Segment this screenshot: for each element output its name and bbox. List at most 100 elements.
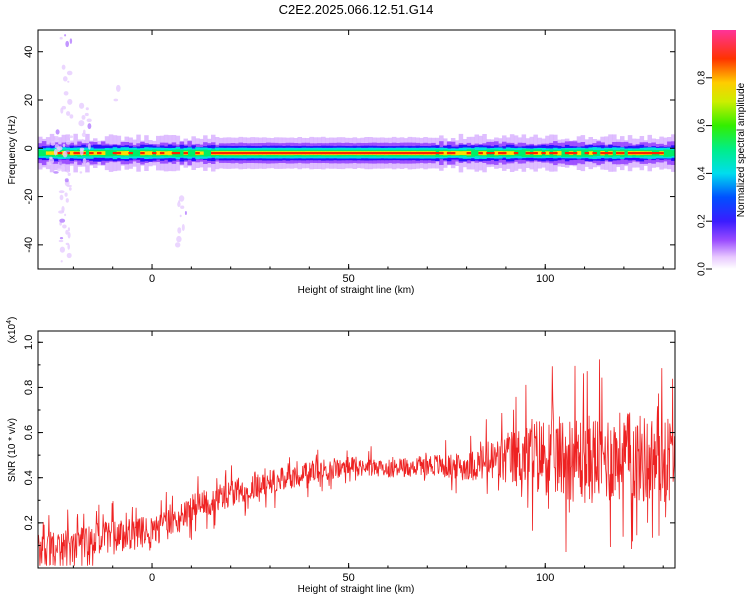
spectrogram-cell [352, 152, 358, 155]
spectrogram-cell [470, 149, 475, 157]
spectrogram-cell [659, 152, 664, 155]
spectrogram-cell [388, 152, 393, 155]
spectrogram-cell [277, 152, 283, 155]
snr-frame [37, 330, 676, 569]
spectrogram-noise [59, 160, 62, 166]
spectrogram-noise [59, 194, 64, 201]
colorbar: 0.0 0.2 0.4 0.6 0.8 Normalized spectral ampl… [697, 30, 747, 276]
spectrogram-cell [313, 152, 318, 155]
colorbar-gradient [712, 30, 736, 269]
spectrogram-y-tick-label: -20 [23, 189, 35, 205]
spectrogram-noise [62, 143, 66, 148]
spectrogram-cell [553, 152, 558, 155]
spectrogram-cell [364, 152, 369, 155]
spectrogram-cell [340, 152, 346, 155]
spectrogram-cell [203, 149, 208, 157]
spectrogram-noise [178, 200, 181, 203]
spectrogram-noise [67, 172, 71, 176]
spectrogram-cell [454, 151, 460, 156]
spectrogram-cell [616, 152, 621, 155]
spectrogram-cell [423, 152, 428, 155]
spectrogram-noise [81, 138, 84, 143]
spectrogram-cell [214, 152, 220, 155]
spectrogram-noise [65, 150, 70, 153]
spectrogram-noise [67, 80, 70, 83]
spectrogram-cell [443, 151, 448, 156]
spectrogram-noise [79, 102, 85, 109]
spectrogram-cell [336, 152, 342, 155]
snr-x-label: Height of straight line (km) [298, 584, 415, 595]
spectrogram-noise [79, 147, 85, 151]
spectrogram-noise [66, 252, 72, 259]
spectrogram-cell [663, 149, 668, 157]
spectrogram-cell [391, 152, 397, 155]
spectrogram-y-tick-label: -40 [23, 237, 35, 253]
spectrogram-y-tick-label: 0 [23, 145, 35, 151]
spectrogram-cell [41, 150, 47, 157]
spectrogram-cell [187, 149, 192, 157]
spectrogram-noise [88, 143, 91, 150]
spectrogram-cell [159, 152, 165, 155]
spectrogram-cell [450, 152, 456, 155]
spectrogram-cell [521, 149, 527, 157]
spectrogram-cell [285, 152, 291, 155]
spectrogram-noise [82, 158, 87, 164]
spectrogram-cell [600, 152, 605, 155]
spectrogram-noise [177, 201, 181, 208]
spectrogram-cell [631, 152, 637, 155]
spectrogram-noise [58, 190, 65, 194]
spectrogram-noise [67, 227, 70, 232]
snr-axes: 0 50 100 0.2 0.4 0.6 0.8 1.0 [23, 331, 675, 584]
snr-multiplier-exp: 4 [6, 320, 13, 324]
figure-title: C2E2.2025.066.12.51.G14 [279, 2, 434, 17]
spectrogram-cell [435, 152, 440, 155]
spectrogram-cell [148, 151, 153, 156]
spectrogram-cell [234, 152, 240, 155]
spectrogram-cell [128, 152, 133, 155]
spectrogram-noise [67, 98, 73, 105]
spectrogram-cell [643, 152, 648, 155]
snr-y-tick-label: 0.8 [23, 380, 35, 395]
spectrogram-cell [171, 152, 177, 155]
spectrogram-cell [108, 149, 114, 157]
spectrogram-cell [541, 152, 546, 155]
spectrogram-cell [580, 149, 586, 157]
spectrogram-cell [509, 151, 515, 155]
spectrogram-noise [54, 144, 59, 149]
spectrogram-noise [65, 140, 71, 145]
spectrogram-cell [258, 152, 263, 155]
spectrogram-cell [195, 152, 200, 155]
spectrogram-cell [97, 152, 102, 155]
spectrogram-cell [329, 152, 334, 155]
spectrogram-cell [478, 152, 483, 155]
colorbar-tick-label: 0.4 [697, 166, 708, 180]
spectrogram-cell [144, 151, 149, 155]
colorbar-ticks: 0.0 0.2 0.4 0.6 0.8 [697, 70, 712, 276]
spectrogram-cell [474, 150, 479, 157]
spectrogram-cell [505, 151, 511, 155]
snr-x-tick-label: 50 [343, 572, 355, 584]
spectrogram-noise [53, 148, 58, 156]
spectrogram-cell [372, 152, 377, 155]
spectrogram-noise [64, 192, 68, 197]
spectrogram-noise [53, 171, 59, 174]
snr-x-tick-label: 0 [149, 572, 155, 584]
spectrogram-cell [557, 151, 562, 156]
spectrogram-noise [59, 237, 64, 240]
spectrogram-cell [376, 152, 381, 155]
spectrogram-noise [61, 105, 66, 110]
spectrogram-cell [466, 152, 472, 155]
snr-series-line [38, 359, 675, 566]
spectrogram-cell [588, 151, 593, 155]
spectrogram-noise [65, 229, 69, 235]
spectrogram-cell [517, 150, 523, 157]
spectrogram-cell [639, 152, 645, 155]
spectrogram-cell [584, 152, 590, 155]
spectrogram-cell [175, 152, 181, 155]
spectrogram-cell [486, 152, 491, 155]
spectrogram-cell [297, 152, 302, 155]
spectrogram-noise [61, 206, 65, 213]
spectrogram-cell [368, 152, 373, 155]
spectrogram-noise [69, 135, 74, 138]
snr-plot-area [38, 331, 675, 568]
